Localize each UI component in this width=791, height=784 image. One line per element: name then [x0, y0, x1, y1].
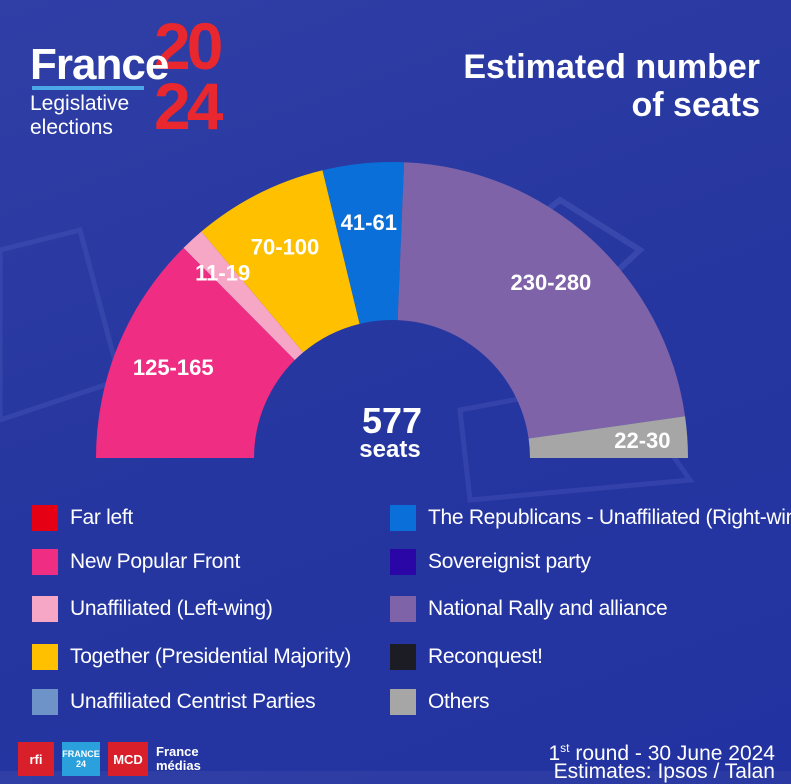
mcd-logo: MCD	[108, 742, 148, 776]
legend-swatch	[390, 505, 416, 531]
legend: Far left New Popular Front Unaffiliated (L…	[32, 500, 791, 725]
legend-label: Far left	[70, 506, 133, 529]
legend-item-right-4: Others	[390, 687, 490, 717]
france-medias-logo: France médias	[156, 744, 201, 773]
legend-swatch	[390, 689, 416, 715]
legend-item-left-2: Unaffiliated (Left-wing)	[32, 594, 273, 624]
legend-item-right-1: Sovereignist party	[390, 547, 591, 577]
france24-logo: FRANCE 24	[62, 742, 100, 776]
chart-title-line1: Estimated number	[463, 48, 760, 86]
legend-label: Together (Presidential Majority)	[70, 645, 352, 668]
round-date: 1st round - 30 June 2024	[548, 736, 775, 766]
segment-the-republicans-unaffiliated-right-wing	[322, 162, 405, 324]
legend-swatch	[32, 549, 58, 575]
legend-item-left-3: Together (Presidential Majority)	[32, 642, 351, 672]
legend-swatch	[390, 596, 416, 622]
segment-new-popular-front	[96, 247, 295, 458]
total-seats-value: 577	[362, 400, 422, 441]
legend-item-left-1: New Popular Front	[32, 547, 240, 577]
legend-swatch	[390, 644, 416, 670]
segment-national-rally-and-alliance	[397, 162, 686, 439]
legend-label: Unaffiliated (Left-wing)	[70, 597, 273, 620]
brand-logo: 20 24 France Legislative elections	[30, 9, 290, 158]
legend-item-left-4: Unaffiliated Centrist Parties	[32, 687, 316, 717]
legend-item-right-3: Reconquest!	[390, 642, 543, 672]
legend-swatch	[32, 505, 58, 531]
brand-underline	[32, 86, 144, 90]
legend-item-left-0: Far left	[32, 503, 133, 533]
footer-logos: rfi FRANCE 24 MCD France médias	[18, 742, 212, 776]
brand-subtitle-line1: Legislative	[30, 92, 130, 115]
segment-label-5: 22-30	[614, 428, 670, 453]
chart-title-line2: of seats	[631, 86, 761, 124]
segment-label-4: 230-280	[511, 270, 592, 295]
rfi-logo: rfi	[18, 742, 54, 776]
brand-year-bottom: 24	[154, 69, 223, 143]
legend-label: Reconquest!	[428, 645, 543, 668]
legend-swatch	[32, 596, 58, 622]
round-text: round - 30 June 2024	[569, 742, 775, 765]
legend-item-right-0: The Republicans - Unaffiliated (Right-wi…	[390, 503, 791, 533]
legend-label: New Popular Front	[70, 550, 240, 573]
legend-label: National Rally and alliance	[428, 597, 668, 620]
segment-together-presidential-majority	[201, 170, 360, 353]
legend-label: Unaffiliated Centrist Parties	[70, 690, 316, 713]
estimates-source: Estimates: Ipsos / Talan	[553, 760, 775, 783]
legend-label: The Republicans - Unaffiliated (Right-wi…	[428, 506, 791, 529]
segment-label-2: 70-100	[251, 235, 320, 260]
brand-year: 20 24	[154, 9, 223, 143]
chart-segments	[96, 162, 688, 458]
brand-name: France	[30, 40, 169, 89]
segment-label-3: 41-61	[341, 210, 397, 235]
legend-swatch	[32, 644, 58, 670]
legend-swatch	[32, 689, 58, 715]
segment-others	[528, 416, 688, 458]
brand-year-top: 20	[154, 9, 223, 83]
legend-item-right-2: National Rally and alliance	[390, 594, 668, 624]
total-seats-label: seats	[359, 436, 420, 463]
brand-subtitle-line2: elections	[30, 116, 113, 139]
round-ordinal: 1	[548, 742, 561, 765]
brand-subtitle: Legislative elections	[30, 92, 129, 140]
legend-label: Sovereignist party	[428, 550, 591, 573]
legend-swatch	[390, 549, 416, 575]
segment-unaffiliated-left-wing	[183, 231, 304, 361]
segment-label-1: 11-19	[195, 261, 250, 286]
round-suffix: st	[560, 741, 570, 755]
legend-label: Others	[428, 690, 490, 713]
chart-title: Estimated number of seats	[463, 48, 760, 124]
segment-label-0: 125-165	[133, 355, 214, 380]
